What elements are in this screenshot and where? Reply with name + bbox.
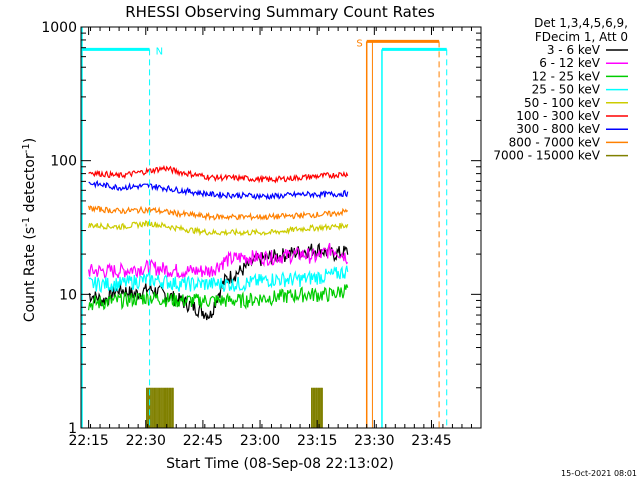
x-tick-label-4: 23:15 [297,433,337,449]
series-line-5 [88,164,349,184]
y-tick-label-3: 1000 [41,20,77,36]
x-tick-label-3: 23:00 [240,433,280,449]
series-line-4 [88,220,349,237]
series-line-6 [88,179,349,201]
x-tick-label-5: 23:30 [354,433,394,449]
legend-label-2: 12 - 25 keV [532,69,601,83]
legend-label-4: 50 - 100 keV [524,96,601,110]
x-tick-label-2: 22:45 [183,433,223,449]
y-tick-label-0: 1 [68,421,77,437]
chart-title: RHESSI Observing Summary Count Rates [125,3,435,21]
series-line-3 [88,265,349,294]
annotation-group: NS [81,27,448,428]
legend: Det 1,3,4,5,6,9, FDecim 1, Att 0 3 - 6 k… [493,16,628,163]
series-line-7 [88,205,349,222]
y-tick-label-2: 100 [50,154,77,170]
legend-label-3: 25 - 50 keV [532,83,601,97]
series-group [88,164,349,428]
series-line-0 [88,242,349,321]
series-line-1 [88,242,349,280]
legend-label-7: 800 - 7000 keV [509,135,601,149]
legend-label-6: 300 - 800 keV [516,122,600,136]
x-tick-label-0: 22:15 [68,433,108,449]
flag-label-1: S [356,38,362,49]
y-axis: 1 10 100 1000 [41,20,481,437]
y-tick-label-1: 10 [59,287,77,303]
y-axis-label: Count Rate (s-1 detector-1) [21,138,38,322]
legend-header-line-1: Det 1,3,4,5,6,9, [534,16,628,30]
x-axis: 22:15 22:30 22:45 23:00 23:15 23:30 23:45 [68,27,482,449]
legend-label-8: 7000 - 15000 keV [493,149,600,163]
x-tick-label-6: 23:45 [411,433,451,449]
x-axis-label: Start Time (08-Sep-08 22:13:02) [166,456,394,472]
x-tick-label-1: 22:30 [126,433,166,449]
flag-label-0: N [156,46,163,57]
legend-header-line-2: FDecim 1, Att 0 [535,30,628,44]
render-timestamp: 15-Oct-2021 08:01 [561,469,637,478]
series-line-2 [88,284,349,311]
plot-frame [80,26,482,429]
legend-label-0: 3 - 6 keV [547,43,601,57]
legend-label-5: 100 - 300 keV [516,109,600,123]
legend-label-1: 6 - 12 keV [539,56,601,70]
